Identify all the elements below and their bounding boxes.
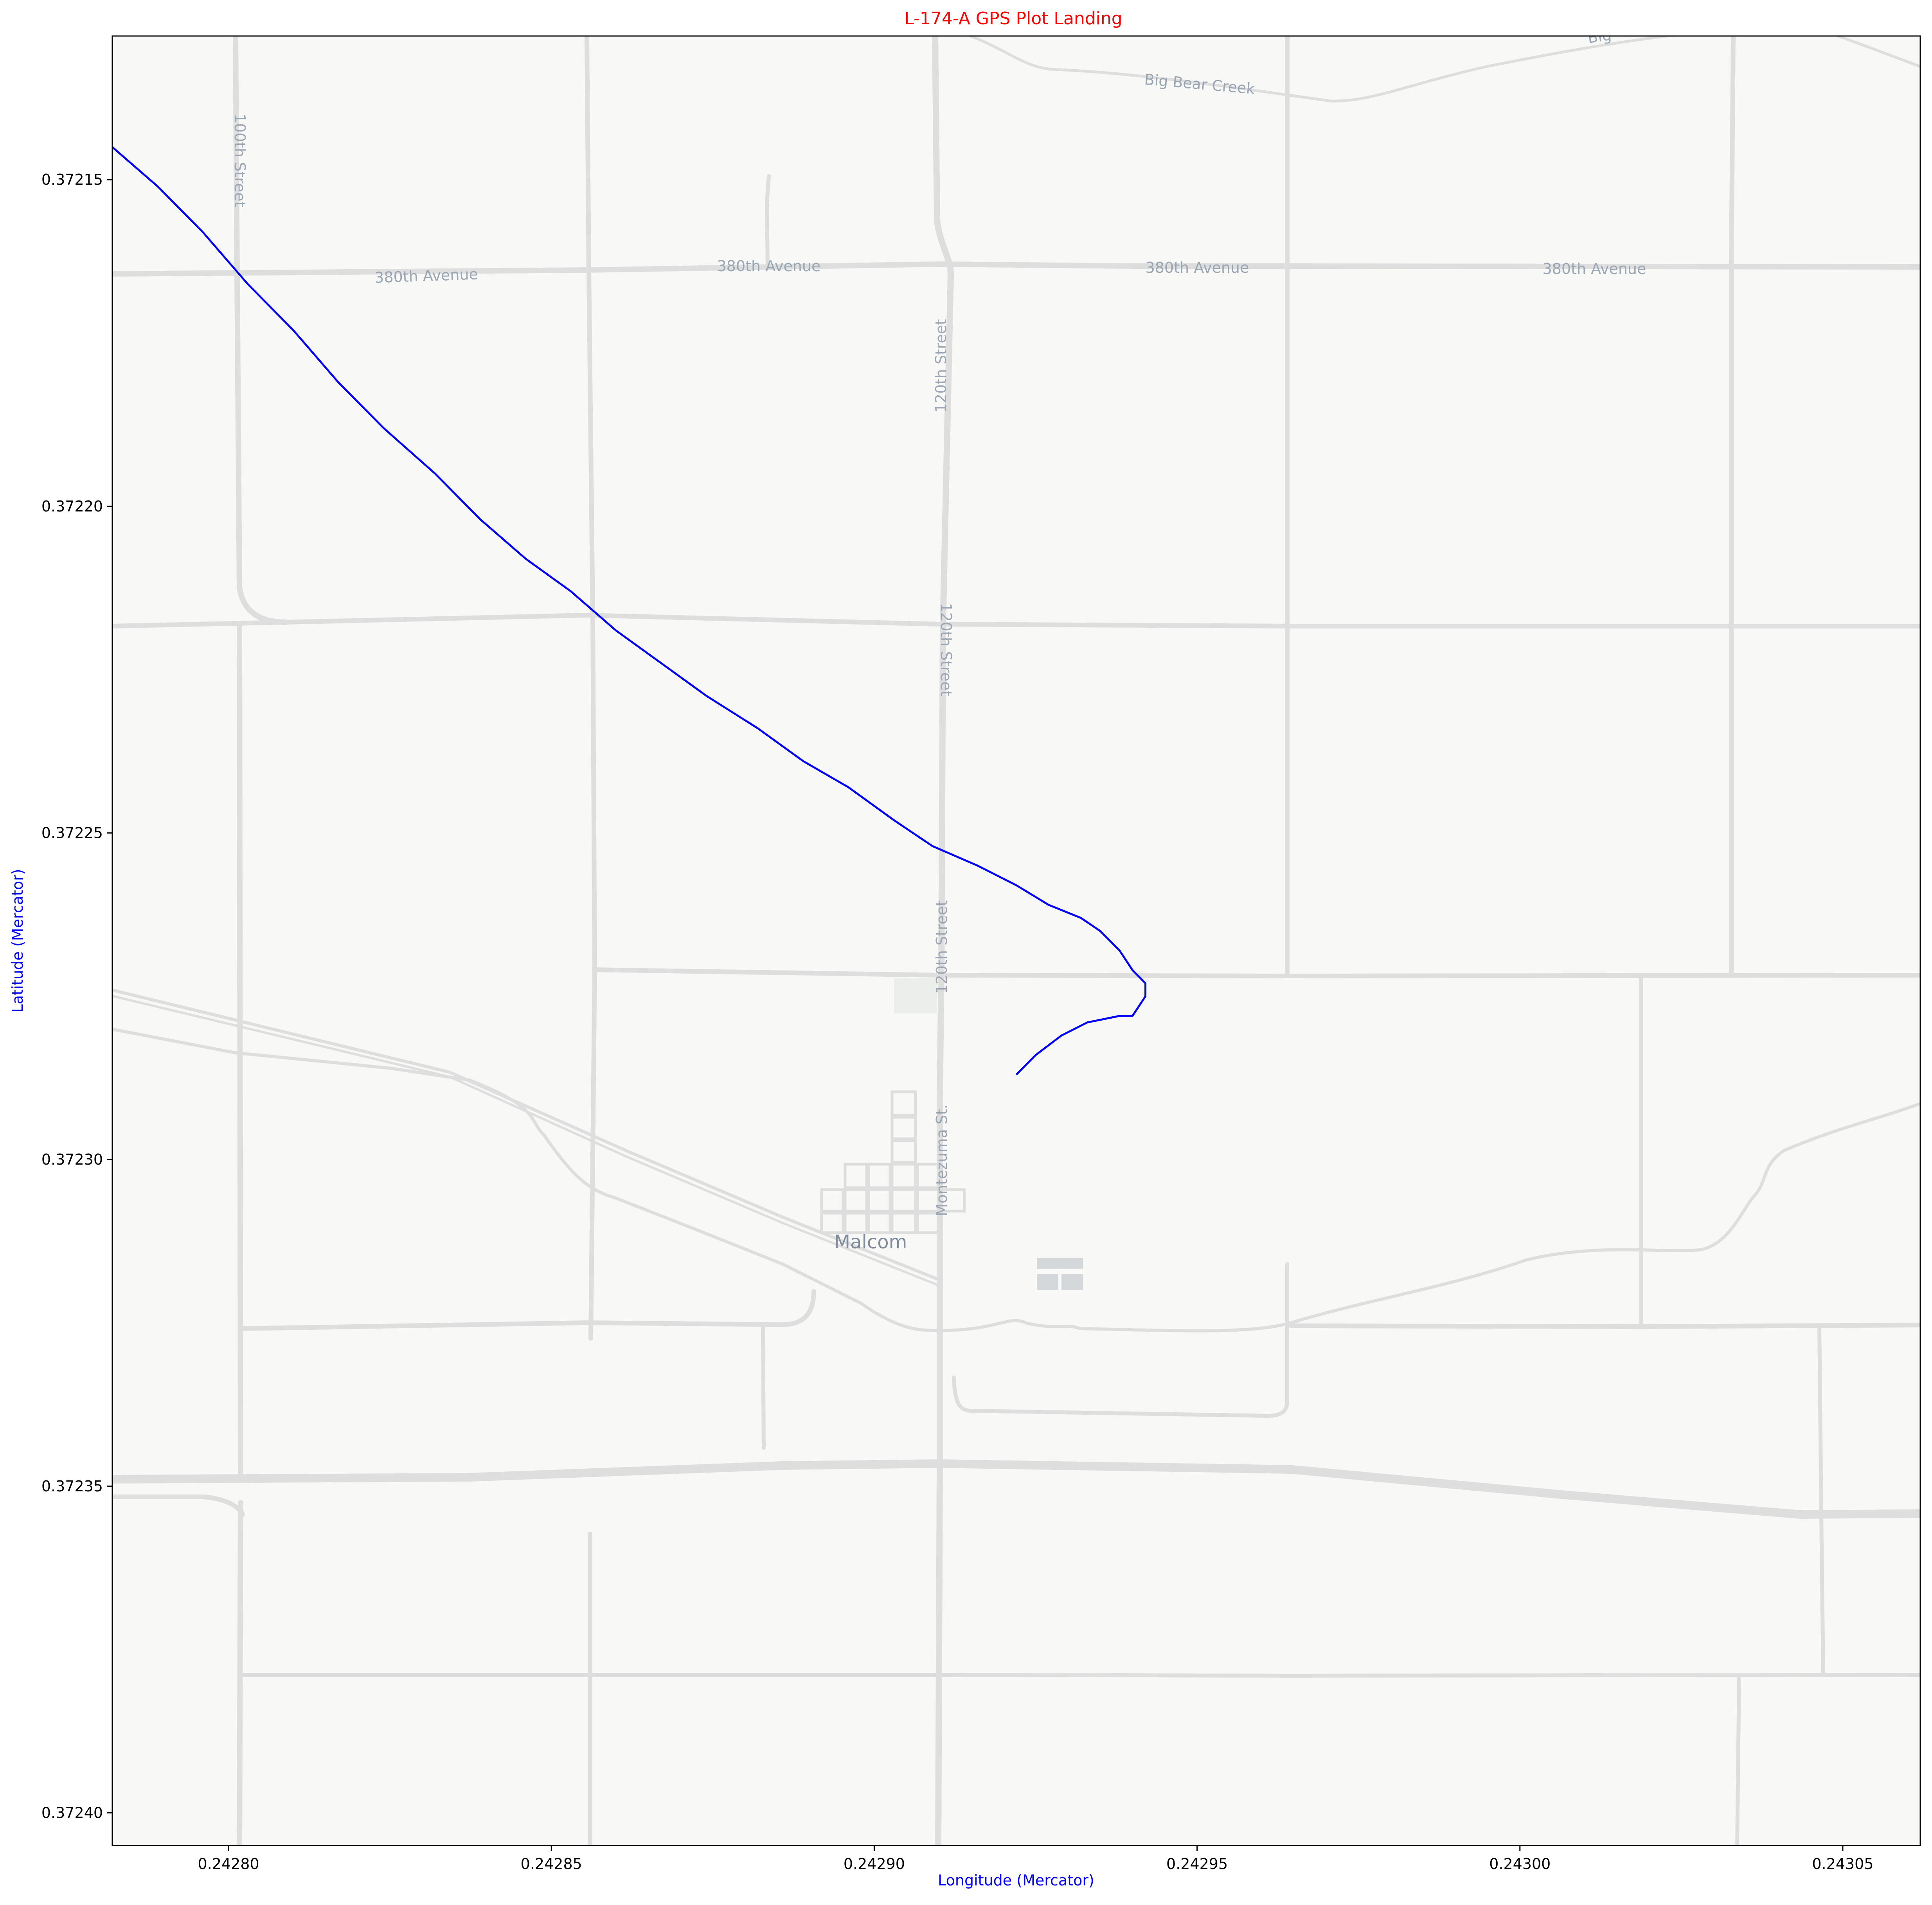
x-tick-label: 0.24290 [844, 1855, 905, 1873]
road-ns-4 [763, 1327, 764, 1448]
y-axis-label: Latitude (Mercator) [9, 869, 26, 1012]
plot-area: Big Bear Creek Big 380th Avenue 380th Av… [112, 23, 1920, 1846]
y-tick-label: 0.37230 [41, 1151, 103, 1168]
x-tick-label: 0.24285 [521, 1855, 582, 1873]
y-tick-label: 0.37235 [41, 1478, 103, 1495]
x-tick-label: 0.24305 [1812, 1855, 1873, 1873]
x-tick-label: 0.24300 [1489, 1855, 1551, 1873]
avenue-label: 380th Avenue [374, 265, 478, 286]
x-tick-label: 0.24295 [1166, 1855, 1228, 1873]
y-tick-label: 0.37215 [41, 171, 103, 188]
road-ns-3 [767, 176, 769, 266]
building [1061, 1274, 1083, 1290]
road-ew-6 [243, 1675, 1920, 1676]
building [1037, 1274, 1058, 1290]
road-ew-5 [1291, 1325, 1920, 1327]
x-axis-ticks: 0.24280 0.24285 0.24290 0.24295 0.24300 0.243… [198, 1846, 1873, 1873]
y-tick-label: 0.37225 [41, 825, 103, 842]
avenue-label: 380th Avenue [717, 257, 821, 275]
road-ns-10 [1737, 1679, 1739, 1846]
avenue-label: 380th Avenue [1146, 259, 1249, 276]
chart-title: L-174-A GPS Plot Landing [904, 9, 1122, 29]
park-area [894, 978, 937, 1014]
avenue-label: 380th Avenue [1543, 260, 1646, 277]
street-label-120th: 120th Street [933, 900, 950, 994]
street-label-120th: 120th Street [932, 319, 950, 412]
map-background [112, 36, 1920, 1846]
y-axis-ticks: 0.37215 0.37220 0.37225 0.37230 0.37235 0.372… [41, 171, 112, 1821]
y-tick-label: 0.37220 [41, 498, 103, 515]
town-label: Malcom [834, 1231, 907, 1253]
street-label-montezuma: Montezuma St. [933, 1104, 950, 1216]
x-axis-label: Longitude (Mercator) [938, 1872, 1094, 1889]
y-tick-label: 0.37240 [41, 1804, 103, 1822]
building [1037, 1258, 1083, 1269]
road-ns-7 [1731, 36, 1733, 975]
street-label-100th: 100th Street [231, 113, 248, 207]
x-tick-label: 0.24280 [198, 1855, 259, 1873]
street-label-120th: 120th Street [937, 603, 955, 696]
